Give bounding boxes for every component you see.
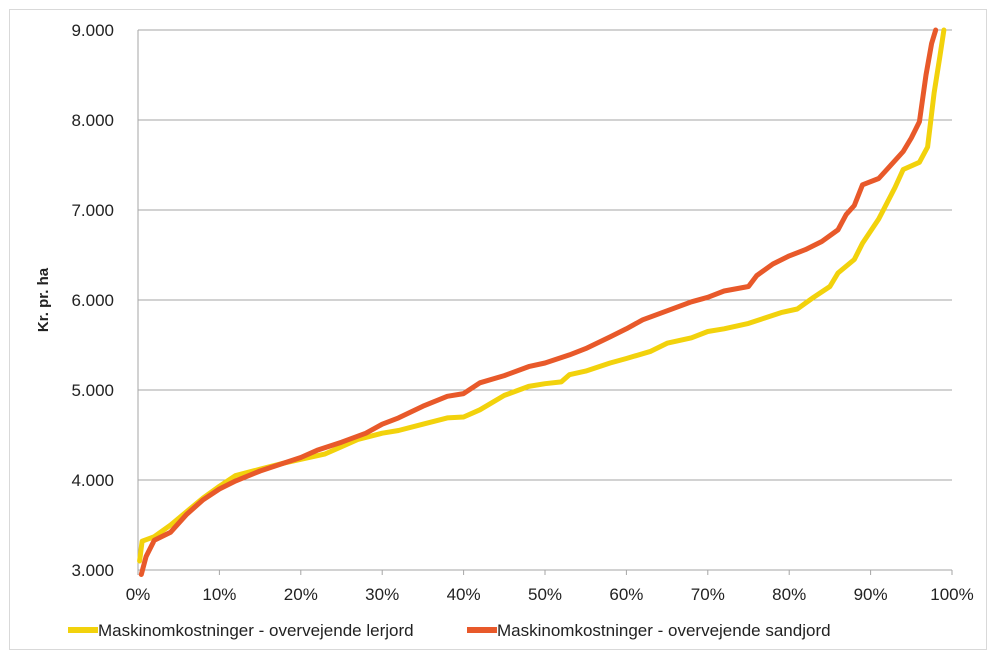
series-line-sandjord — [138, 27, 939, 577]
x-tick-label: 20% — [284, 585, 318, 604]
x-tick-label: 30% — [365, 585, 399, 604]
series-lines — [137, 27, 947, 577]
y-tick-label: 8.000 — [71, 111, 114, 130]
y-axis-label: Kr. pr. ha — [35, 267, 52, 332]
x-tick-label: 50% — [528, 585, 562, 604]
x-tick-label: 40% — [447, 585, 481, 604]
chart-border — [9, 9, 987, 650]
y-tick-label: 9.000 — [71, 21, 114, 40]
legend: Maskinomkostninger - overvejende lerjord… — [68, 621, 831, 640]
axes: 3.000 4.000 5.000 6.000 7.000 8.000 9.000 0% 10%… — [71, 21, 973, 604]
x-tick-label: 90% — [854, 585, 888, 604]
legend-label: Maskinomkostninger - overvejende lerjord — [98, 621, 414, 640]
legend-label: Maskinomkostninger - overvejende sandjor… — [497, 621, 831, 640]
x-tick-label: 70% — [691, 585, 725, 604]
x-tick-label: 100% — [930, 585, 973, 604]
y-tick-label: 7.000 — [71, 201, 114, 220]
y-tick-label: 3.000 — [71, 561, 114, 580]
gridlines — [138, 29, 952, 481]
y-tick-label: 4.000 — [71, 471, 114, 490]
x-tick-label: 80% — [772, 585, 806, 604]
x-tick-label: 60% — [609, 585, 643, 604]
y-tick-label: 6.000 — [71, 291, 114, 310]
y-tick-label: 5.000 — [71, 381, 114, 400]
x-tick-label: 0% — [126, 585, 151, 604]
x-tick-label: 10% — [202, 585, 236, 604]
